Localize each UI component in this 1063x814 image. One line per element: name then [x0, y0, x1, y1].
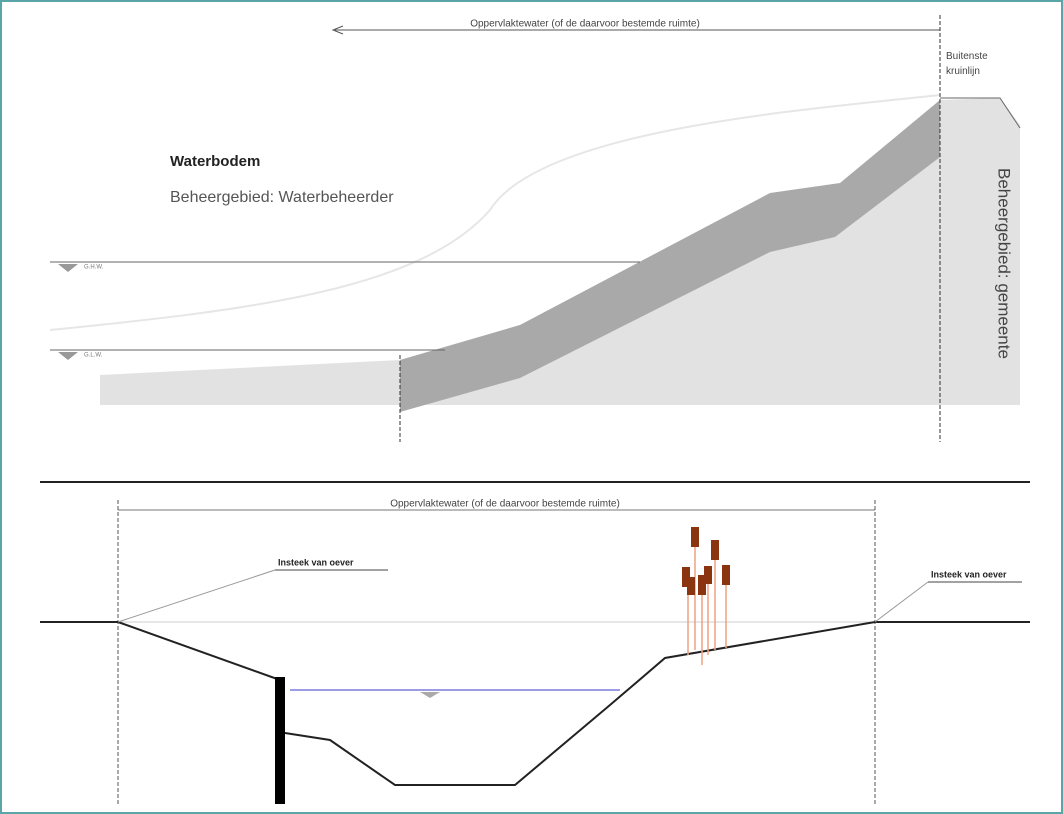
sheet-pile	[275, 677, 285, 804]
subtitle: Beheergebied: Waterbeheerder	[170, 189, 394, 206]
water-mark	[58, 352, 78, 360]
crest-line	[940, 97, 1021, 129]
kruinlijn-label: Buitenste kruinlijn	[946, 51, 990, 77]
insteek-label: Insteek van oever	[931, 569, 1007, 579]
ghw-label: G.H.W.	[84, 265, 104, 271]
water-mark	[420, 692, 440, 698]
reed-heads	[682, 527, 730, 595]
title: Waterbodem	[170, 153, 260, 170]
glw-label: G.L.W.	[84, 353, 103, 359]
leader	[874, 581, 929, 623]
dimension-label: Oppervlaktewater (of de daarvoor bestemd…	[390, 499, 620, 510]
arrow-head	[331, 25, 344, 35]
side-label: Beheergebied: gemeente	[995, 168, 1014, 359]
water-mark	[58, 264, 78, 272]
reeds	[687, 545, 727, 665]
insteek-label: Insteek van oever	[278, 557, 354, 567]
bed-zone	[400, 100, 940, 412]
leader	[117, 569, 276, 623]
faint-curve	[49, 94, 941, 331]
ground	[100, 98, 1020, 405]
dimension-label: Oppervlaktewater (of de daarvoor bestemd…	[470, 19, 700, 30]
profile	[284, 621, 1030, 786]
